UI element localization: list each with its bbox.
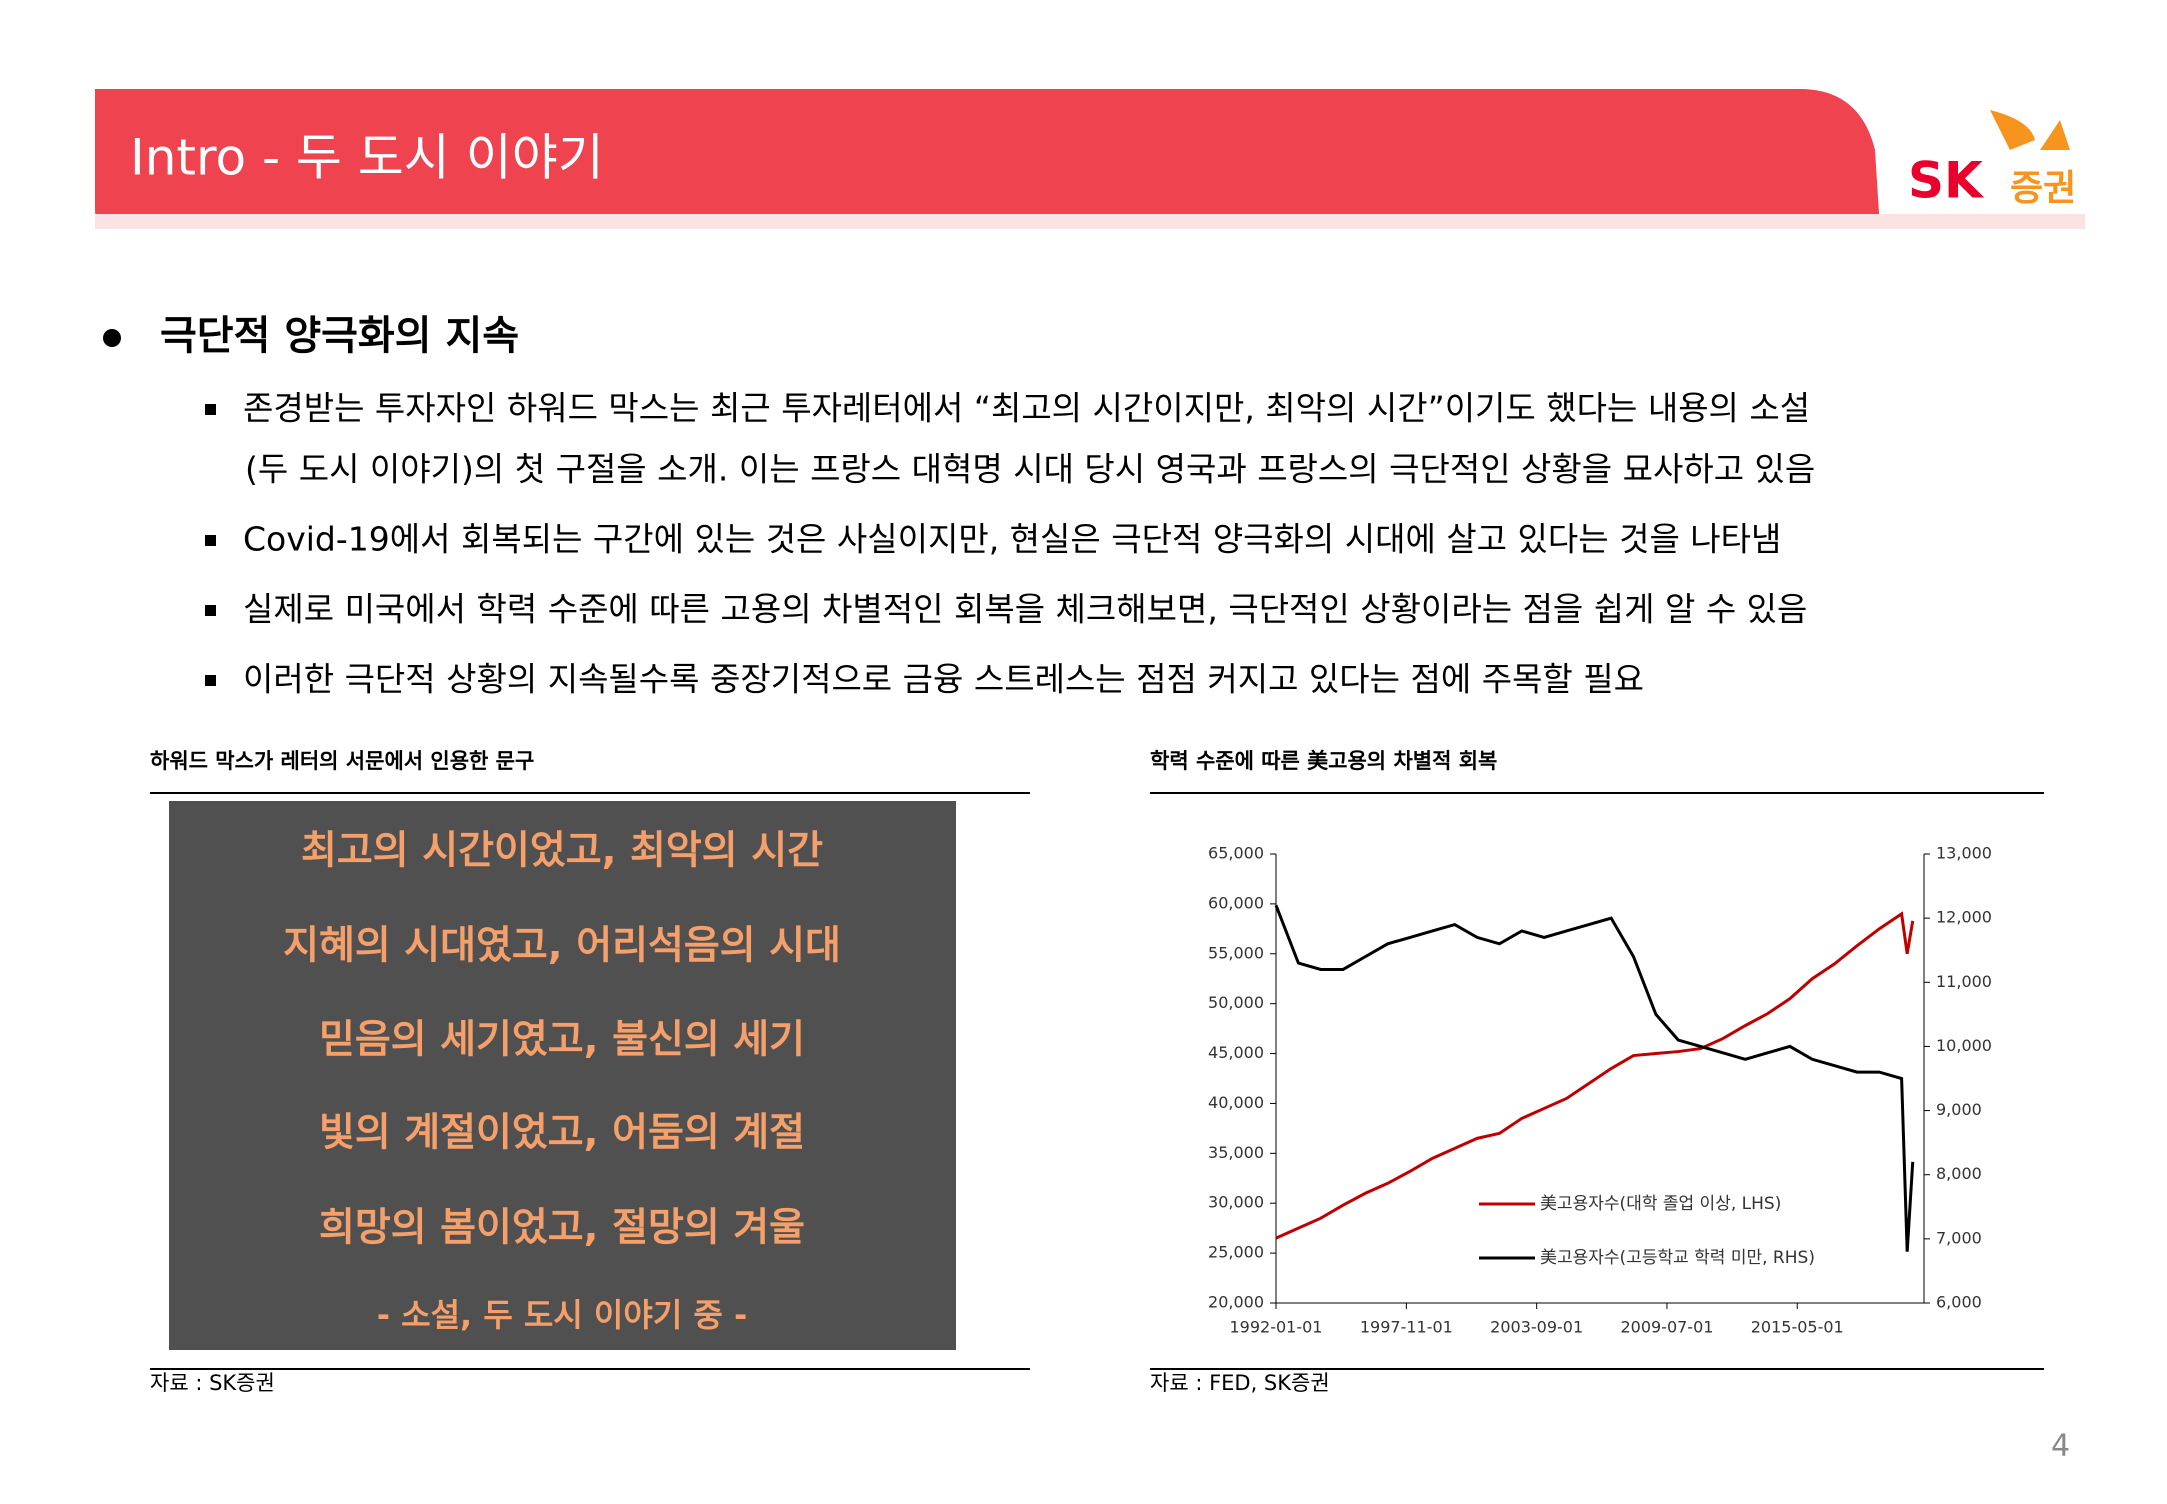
page-number: 4 bbox=[2051, 1429, 2070, 1464]
y2-tick-label: 13,000 bbox=[1936, 844, 1992, 863]
y-tick-label: 65,000 bbox=[1208, 844, 1264, 863]
logo-wing bbox=[1990, 110, 2070, 150]
y2-tick-label: 8,000 bbox=[1936, 1164, 1982, 1183]
bullet-text: 실제로 미국에서 학력 수준에 따른 고용의 차별적인 회복을 체크해보면, 극… bbox=[243, 590, 1807, 629]
y-tick-label: 30,000 bbox=[1208, 1193, 1264, 1212]
section-heading: 극단적 양극화의 지속 bbox=[160, 313, 519, 359]
y2-tick-label: 9,000 bbox=[1936, 1100, 1982, 1119]
y-tick-label: 55,000 bbox=[1208, 943, 1264, 962]
y-tick-label: 45,000 bbox=[1208, 1043, 1264, 1062]
source: 자료 : SK증권 bbox=[150, 1371, 275, 1395]
y-tick-label: 25,000 bbox=[1208, 1243, 1264, 1262]
bullet-text: (두 도시 이야기)의 첫 구절을 소개. 이는 프랑스 대혁명 시대 당시 영… bbox=[245, 450, 1815, 489]
quote-box bbox=[169, 801, 956, 1350]
header-title: Intro - 두 도시 이야기 bbox=[130, 129, 604, 187]
header-band bbox=[95, 89, 1880, 229]
series-line bbox=[1275, 911, 1915, 1240]
y2-tick-label: 6,000 bbox=[1936, 1293, 1982, 1312]
y-tick-label: 35,000 bbox=[1208, 1143, 1264, 1162]
bullet-text: 이러한 극단적 상황의 지속될수록 중장기적으로 금융 스트레스는 점점 커지고… bbox=[243, 660, 1644, 699]
legend-label: 美고용자수(대학 졸업 이상, LHS) bbox=[1540, 1194, 1781, 1214]
chart-title: 학력 수준에 따른 美고용의 차별적 회복 bbox=[1150, 749, 1497, 773]
bullet-text: Covid-19에서 회복되는 구간에 있는 것은 사실이지만, 현실은 극단적… bbox=[243, 520, 1781, 559]
x-tick-label: 2003-09-01 bbox=[1490, 1318, 1583, 1337]
y2-tick-label: 11,000 bbox=[1936, 972, 1992, 991]
bullet-marker bbox=[205, 605, 216, 616]
quote-line: 빛의 계절이었고, 어둠의 계절 bbox=[319, 1111, 805, 1156]
bullet-text: 존경받는 투자자인 하워드 막스는 최근 투자레터에서 “최고의 시간이지만, … bbox=[243, 389, 1810, 428]
bullet-marker bbox=[205, 675, 216, 686]
quote-line: 최고의 시간이었고, 최악의 시간 bbox=[301, 829, 823, 874]
panel-title: 하워드 막스가 레터의 서문에서 인용한 문구 bbox=[150, 749, 534, 773]
series-line bbox=[1274, 904, 1915, 1252]
bullet-marker bbox=[205, 535, 216, 546]
header-shadow bbox=[95, 214, 2085, 229]
quote-line: 희망의 봄이었고, 절망의 겨울 bbox=[319, 1206, 805, 1251]
y-tick-label: 60,000 bbox=[1208, 893, 1264, 912]
y2-tick-label: 7,000 bbox=[1936, 1228, 1982, 1247]
y-tick-label: 40,000 bbox=[1208, 1093, 1264, 1112]
bullet-dot bbox=[103, 329, 121, 347]
source: 자료 : FED, SK증권 bbox=[1150, 1371, 1330, 1395]
x-tick-label: 1997-11-01 bbox=[1360, 1318, 1453, 1337]
bullet-marker bbox=[205, 404, 216, 415]
y-tick-label: 50,000 bbox=[1208, 993, 1264, 1012]
logo-text: 증권 bbox=[2010, 168, 2076, 209]
quote-line: 믿음의 세기였고, 불신의 세기 bbox=[319, 1018, 805, 1063]
x-tick-label: 2015-05-01 bbox=[1751, 1318, 1844, 1337]
x-tick-label: 1992-01-01 bbox=[1230, 1318, 1323, 1337]
y2-tick-label: 12,000 bbox=[1936, 908, 1992, 927]
y2-tick-label: 10,000 bbox=[1936, 1036, 1992, 1055]
legend-label: 美고용자수(고등학교 학력 미만, RHS) bbox=[1540, 1248, 1815, 1268]
quote-line: 지혜의 시대였고, 어리석음의 시대 bbox=[283, 924, 841, 969]
y-tick-label: 20,000 bbox=[1208, 1293, 1264, 1312]
quote-attribution: - 소설, 두 도시 이야기 중 - bbox=[377, 1296, 748, 1334]
logo-sk: SK bbox=[1908, 152, 1985, 210]
x-tick-label: 2009-07-01 bbox=[1620, 1318, 1713, 1337]
